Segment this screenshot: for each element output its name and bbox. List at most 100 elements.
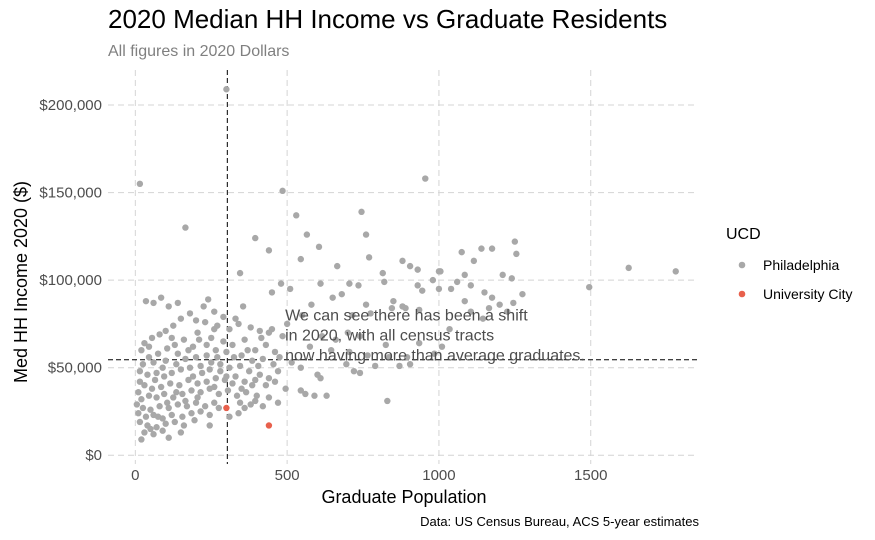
data-point-philadelphia <box>186 310 194 317</box>
data-point-philadelphia <box>150 431 157 438</box>
data-point-philadelphia <box>297 387 304 394</box>
data-point-philadelphia <box>177 315 185 322</box>
data-point-philadelphia <box>252 376 259 384</box>
data-point-philadelphia <box>145 353 153 361</box>
data-point-philadelphia <box>461 271 468 279</box>
data-point-philadelphia <box>362 301 370 308</box>
y-axis-ticks: $0 $50,000 $100,000 $150,000 $200,000 <box>39 97 102 464</box>
y-tick-label: $0 <box>85 447 102 464</box>
data-point-philadelphia <box>230 353 238 361</box>
y-tick-label: $100,000 <box>39 272 102 289</box>
data-point-philadelphia <box>453 278 461 286</box>
data-point-philadelphia <box>136 378 144 385</box>
data-point-philadelphia <box>317 280 324 287</box>
data-point-philadelphia <box>186 364 194 371</box>
data-point-philadelphia <box>147 406 154 413</box>
data-point-philadelphia <box>162 420 169 427</box>
x-axis-label: Graduate Population <box>321 487 486 507</box>
data-point-university-city <box>223 404 230 412</box>
data-point-philadelphia <box>332 336 339 343</box>
data-point-philadelphia <box>461 297 468 305</box>
x-tick-label: 1000 <box>422 467 455 484</box>
data-point-philadelphia <box>350 367 358 375</box>
data-point-philadelphia <box>388 304 396 312</box>
data-point-philadelphia <box>625 264 632 272</box>
data-point-philadelphia <box>189 373 197 380</box>
data-point-philadelphia <box>396 362 403 370</box>
data-point-philadelphia <box>167 380 174 387</box>
data-point-philadelphia <box>208 334 215 342</box>
data-point-philadelphia <box>215 404 223 412</box>
data-point-philadelphia <box>165 303 172 310</box>
data-point-philadelphia <box>211 325 218 333</box>
data-points <box>133 86 679 443</box>
data-point-philadelphia <box>308 301 315 308</box>
data-point-philadelphia <box>297 364 304 371</box>
data-point-philadelphia <box>171 341 178 349</box>
data-point-philadelphia <box>256 327 264 335</box>
data-point-philadelphia <box>438 343 446 350</box>
data-point-philadelphia <box>422 175 429 182</box>
data-point-philadelphia <box>151 376 159 384</box>
data-point-philadelphia <box>306 343 314 350</box>
data-point-philadelphia <box>402 304 409 312</box>
data-point-philadelphia <box>156 403 163 410</box>
data-point-philadelphia <box>173 389 180 396</box>
data-point-philadelphia <box>406 360 414 368</box>
data-point-philadelphia <box>203 352 210 359</box>
data-point-philadelphia <box>197 408 204 415</box>
x-axis-ticks: 0 500 1000 1500 <box>131 467 607 484</box>
data-point-philadelphia <box>159 364 166 371</box>
data-point-philadelphia <box>496 301 503 308</box>
data-point-philadelphia <box>252 397 259 405</box>
data-point-philadelphia <box>379 269 386 277</box>
data-point-philadelphia <box>141 429 148 436</box>
data-point-philadelphia <box>334 262 341 270</box>
data-point-philadelphia <box>403 353 411 361</box>
data-point-philadelphia <box>220 313 227 321</box>
data-point-philadelphia <box>510 299 517 307</box>
data-point-philadelphia <box>141 339 148 347</box>
data-point-philadelphia <box>467 308 475 315</box>
y-axis-label: Med HH Income 2020 ($) <box>11 181 31 383</box>
data-point-philadelphia <box>145 343 153 350</box>
data-point-philadelphia <box>162 327 169 335</box>
data-point-philadelphia <box>327 346 335 354</box>
data-point-philadelphia <box>136 180 144 188</box>
legend-swatch <box>738 290 746 298</box>
data-point-philadelphia <box>153 394 160 401</box>
data-point-philadelphia <box>435 285 443 293</box>
data-point-philadelphia <box>255 362 262 370</box>
data-point-philadelphia <box>447 285 455 293</box>
data-point-philadelphia <box>245 367 253 375</box>
data-point-philadelphia <box>318 332 326 340</box>
annotation-line: in 2020, with all census tracts <box>285 328 494 345</box>
data-point-philadelphia <box>481 289 488 296</box>
data-point-philadelphia <box>136 418 144 426</box>
data-point-philadelphia <box>204 296 212 303</box>
data-point-philadelphia <box>182 224 189 231</box>
data-point-philadelphia <box>329 294 336 301</box>
data-point-philadelphia <box>229 341 236 349</box>
data-point-philadelphia <box>170 322 177 329</box>
data-point-philadelphia <box>429 276 437 284</box>
data-point-philadelphia <box>288 359 295 366</box>
data-point-philadelphia <box>302 390 309 398</box>
data-point-philadelphia <box>176 382 183 389</box>
data-point-philadelphia <box>247 324 254 331</box>
data-point-philadelphia <box>180 422 188 429</box>
data-point-philadelphia <box>299 311 306 319</box>
data-point-philadelphia <box>211 399 218 406</box>
data-point-philadelphia <box>274 367 282 375</box>
data-source-caption: Data: US Census Bureau, ACS 5-year estim… <box>420 514 699 529</box>
data-point-philadelphia <box>208 359 215 366</box>
data-point-philadelphia <box>142 413 150 420</box>
data-point-philadelphia <box>381 278 388 286</box>
data-point-philadelphia <box>446 325 453 333</box>
data-point-philadelphia <box>488 245 496 252</box>
data-point-philadelphia <box>419 287 426 294</box>
data-point-philadelphia <box>672 268 679 275</box>
data-point-philadelphia <box>185 346 192 354</box>
data-point-philadelphia <box>160 390 168 398</box>
data-point-philadelphia <box>271 348 279 356</box>
